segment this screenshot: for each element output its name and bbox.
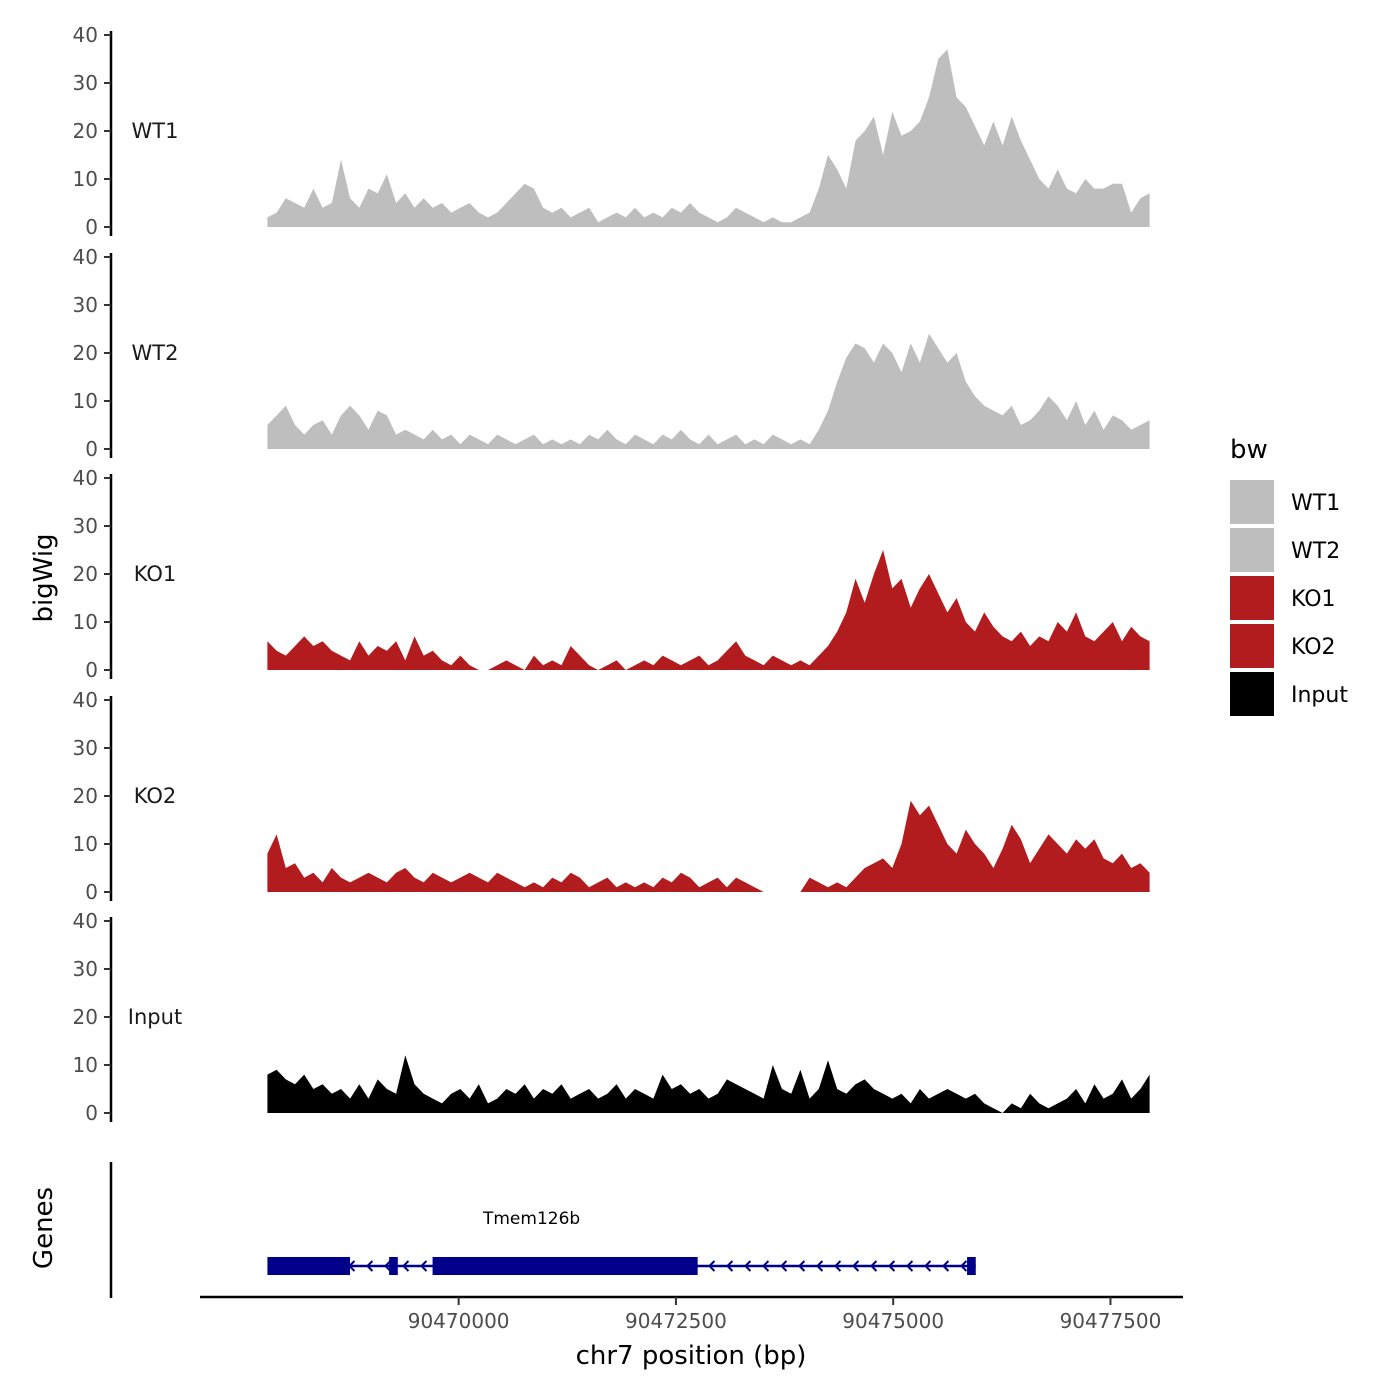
y-tick-label: 20 xyxy=(73,1005,98,1029)
y-tick-label: 30 xyxy=(73,71,98,95)
strand-arrow xyxy=(366,1260,374,1272)
track-wt2: 0 10 20 30 40 xyxy=(73,245,1150,461)
y-tick-label: 20 xyxy=(73,119,98,143)
x-axis-ticks: 90470000 90472500 90475000 90477500 xyxy=(408,1297,1162,1333)
legend-label-wt1: WT1 xyxy=(1291,491,1340,516)
coverage-tracks: 0 10 20 30 40 0 10 20 30 40 0 10 20 30 40 0 10 20 30 40 0 10 2… xyxy=(73,23,1150,1125)
y-tick-label: 40 xyxy=(73,466,98,490)
gene-tmem126b: Tmem126b xyxy=(267,1209,976,1275)
track-labels: WT1 WT2 KO1 KO2 Input xyxy=(128,119,182,1029)
strand-arrow xyxy=(384,1260,392,1272)
strand-arrow xyxy=(834,1260,842,1272)
coverage-area-wt2 xyxy=(267,333,1150,449)
x-tick-label: 90477500 xyxy=(1060,1309,1162,1333)
track-input: 0 10 20 30 40 xyxy=(73,909,1150,1125)
legend-label-wt2: WT2 xyxy=(1291,539,1340,564)
strand-arrow xyxy=(402,1260,410,1272)
strand-arrow xyxy=(726,1260,734,1272)
coverage-area-input xyxy=(267,1055,1150,1113)
track-label-input: Input xyxy=(128,1005,182,1029)
coverage-area-wt1 xyxy=(267,49,1150,228)
track-ko2: 0 10 20 30 40 xyxy=(73,688,1150,904)
y-tick-label: 10 xyxy=(73,832,98,856)
legend-label-input: Input xyxy=(1291,683,1348,708)
x-tick-label: 90470000 xyxy=(408,1309,510,1333)
y-tick-label: 10 xyxy=(73,389,98,413)
strand-arrow xyxy=(744,1260,752,1272)
gene-exon xyxy=(267,1257,351,1275)
legend-label-ko2: KO2 xyxy=(1291,635,1336,660)
coverage-area-ko2 xyxy=(267,800,1150,892)
track-label-ko1: KO1 xyxy=(134,562,177,586)
strand-arrow xyxy=(798,1260,806,1272)
y-tick-label: 30 xyxy=(73,293,98,317)
y-tick-label: 40 xyxy=(73,245,98,269)
y-tick-label: 10 xyxy=(73,610,98,634)
y-tick-label: 30 xyxy=(73,736,98,760)
legend-items: WT1 WT2 KO1 KO2 Input xyxy=(1230,480,1348,716)
y-tick-label: 30 xyxy=(73,514,98,538)
y-tick-label: 0 xyxy=(85,1101,98,1125)
legend-swatch-input xyxy=(1230,672,1274,716)
x-axis-title: chr7 position (bp) xyxy=(576,1341,807,1371)
y-tick-label: 40 xyxy=(73,23,98,47)
track-wt1: 0 10 20 30 40 xyxy=(73,23,1150,239)
strand-arrow xyxy=(780,1260,788,1272)
strand-arrow xyxy=(906,1260,914,1272)
gene-exon xyxy=(432,1257,698,1275)
y-tick-label: 0 xyxy=(85,437,98,461)
strand-arrow xyxy=(870,1260,878,1272)
y-tick-label: 0 xyxy=(85,880,98,904)
genes-panel: Genes Tmem126b xyxy=(29,1162,976,1298)
strand-arrow xyxy=(708,1260,716,1272)
y-tick-label: 20 xyxy=(73,784,98,808)
track-label-wt1: WT1 xyxy=(132,119,179,143)
coverage-area-ko1 xyxy=(267,550,1150,670)
legend-swatch-ko1 xyxy=(1230,576,1274,620)
strand-arrow xyxy=(762,1260,770,1272)
legend: bw WT1 WT2 KO1 KO2 Input xyxy=(1230,435,1348,716)
track-label-ko2: KO2 xyxy=(134,784,177,808)
x-tick-label: 90475000 xyxy=(842,1309,944,1333)
legend-swatch-wt2 xyxy=(1230,528,1274,572)
y-axis-title: bigWig xyxy=(29,533,59,622)
x-tick-label: 90472500 xyxy=(625,1309,727,1333)
strand-arrow xyxy=(942,1260,950,1272)
track-ko1: 0 10 20 30 40 xyxy=(73,466,1150,682)
y-tick-label: 40 xyxy=(73,688,98,712)
strand-arrow xyxy=(960,1260,968,1272)
y-tick-label: 40 xyxy=(73,909,98,933)
y-tick-label: 10 xyxy=(73,1053,98,1077)
strand-arrow xyxy=(852,1260,860,1272)
gene-exon xyxy=(389,1257,398,1275)
track-label-wt2: WT2 xyxy=(132,341,179,365)
strand-arrow xyxy=(816,1260,824,1272)
legend-title: bw xyxy=(1230,435,1268,465)
y-tick-label: 0 xyxy=(85,658,98,682)
y-tick-label: 0 xyxy=(85,215,98,239)
legend-swatch-wt1 xyxy=(1230,480,1274,524)
legend-swatch-ko2 xyxy=(1230,624,1274,668)
y-tick-label: 30 xyxy=(73,957,98,981)
y-tick-label: 10 xyxy=(73,167,98,191)
y-tick-label: 20 xyxy=(73,562,98,586)
gene-models: Tmem126b xyxy=(267,1209,976,1275)
y-tick-label: 20 xyxy=(73,341,98,365)
genes-axis-title: Genes xyxy=(29,1187,59,1269)
gene-exon xyxy=(967,1257,976,1275)
legend-label-ko1: KO1 xyxy=(1291,587,1336,612)
strand-arrow xyxy=(420,1260,428,1272)
gene-name-label: Tmem126b xyxy=(482,1209,580,1229)
strand-arrow xyxy=(888,1260,896,1272)
x-axis: 90470000 90472500 90475000 90477500 chr7 po… xyxy=(200,1295,1183,1371)
strand-arrow xyxy=(924,1260,932,1272)
